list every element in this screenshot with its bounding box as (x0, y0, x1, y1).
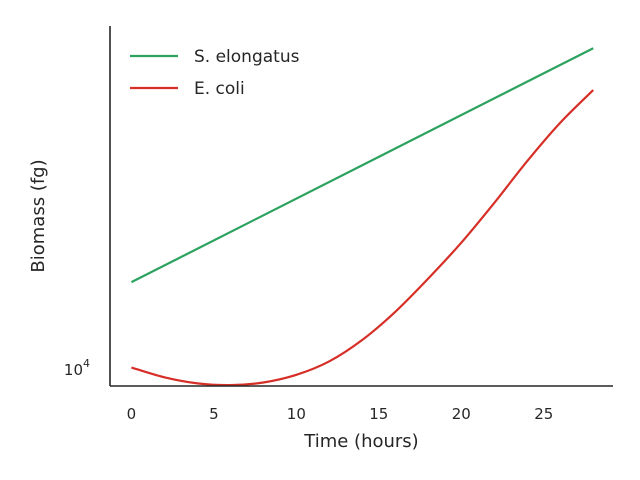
legend: S. elongatus E. coli (130, 47, 300, 99)
x-tick-label: 0 (127, 405, 137, 423)
plot-area (130, 47, 594, 387)
x-axis-label: Time (hours) (303, 431, 418, 452)
x-tick-label: 5 (209, 405, 219, 423)
series-line-1 (131, 89, 594, 387)
x-tick-label: 20 (452, 405, 471, 423)
y-tick-label: 104 (64, 357, 90, 379)
y-axis-label: Biomass (fg) (28, 159, 49, 272)
x-axis: 0 5 10 15 20 25 (110, 385, 613, 423)
x-tick-label: 10 (287, 405, 306, 423)
x-tick-label: 15 (369, 405, 388, 423)
legend-label: E. coli (194, 79, 245, 99)
x-tick-label: 25 (534, 405, 553, 423)
legend-label: S. elongatus (194, 47, 300, 67)
series-line-0 (130, 47, 594, 284)
y-axis: 104 (64, 26, 111, 386)
